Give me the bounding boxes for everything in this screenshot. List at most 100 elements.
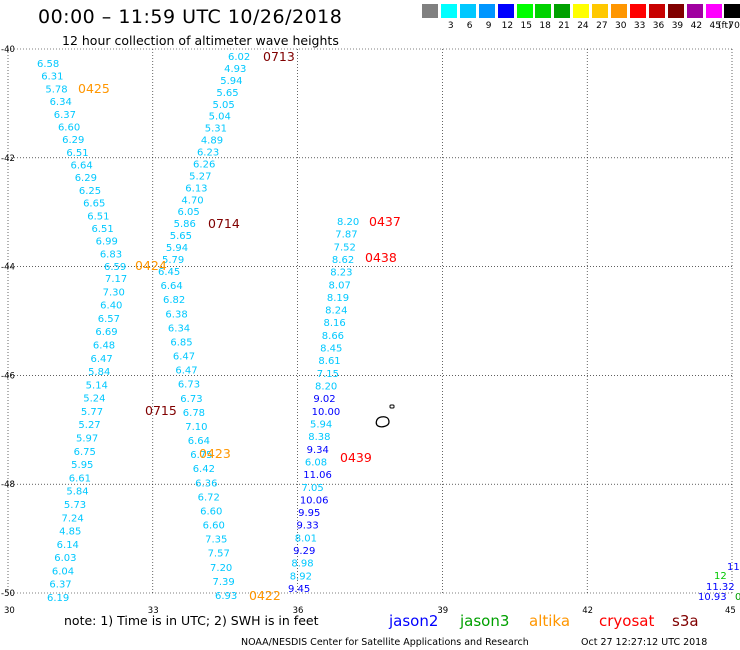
footer-timestamp: Oct 27 12:27:12 UTC 2018	[581, 637, 707, 648]
swh-value: 8.92	[290, 571, 312, 582]
swh-value: 6.37	[49, 580, 71, 591]
pass-time-labels: 0713 0425 0714 0437 0438 0424 0715 0423 0439 0422	[78, 49, 401, 603]
latitude-label: -46	[1, 371, 15, 381]
pass-time-label: 0714	[208, 216, 240, 231]
swh-value: 6.31	[41, 72, 63, 83]
swh-value: 10.06	[300, 495, 329, 506]
swh-value: 6.73	[180, 394, 202, 405]
legend-value: 6	[466, 21, 473, 31]
legend-value: 39	[671, 21, 684, 31]
swh-value: 6.47	[175, 366, 197, 377]
pass-time-label: 0422	[249, 588, 281, 603]
altimeter-tracks: 6.586.315.786.346.376.606.296.516.646.29…	[37, 52, 740, 604]
map-subtitle: 12 hour collection of altimeter wave hei…	[62, 33, 339, 48]
swh-value: 7.39	[213, 577, 235, 588]
swh-value: 6.38	[165, 309, 187, 320]
longitude-label: 33	[148, 606, 159, 616]
swh-value: 7.57	[208, 549, 230, 560]
swh-value: 7.20	[210, 563, 232, 574]
swh-value: 6.51	[87, 211, 109, 222]
footer-note: note: 1) Time is in UTC; 2) SWH is in fe…	[64, 613, 319, 628]
swh-value: 5.84	[66, 487, 88, 498]
legend-swatch	[440, 4, 457, 18]
legend-value: 30	[615, 21, 627, 31]
swh-value: 7.10	[185, 422, 207, 433]
swh-value-edge: 11.32	[706, 582, 735, 593]
swh-value: 6.42	[193, 464, 215, 475]
satellite-legend-cryosat: cryosat	[599, 612, 654, 630]
swh-value: 10.00	[312, 407, 341, 418]
swh-value: 6.03	[54, 553, 76, 564]
swh-value: 7.15	[317, 369, 339, 380]
swh-value: 9.95	[298, 508, 320, 519]
legend-value: 3	[447, 21, 454, 31]
swh-value: 6.64	[71, 161, 93, 172]
swh-value: 8.66	[322, 331, 344, 342]
swh-value: 6.60	[58, 122, 80, 133]
swh-value: 5.73	[64, 500, 86, 511]
footer: note: 1) Time is in UTC; 2) SWH is in fe…	[64, 612, 707, 648]
swh-value: 5.95	[71, 460, 93, 471]
legend-swatch	[724, 4, 740, 18]
swh-value: 9.33	[296, 521, 318, 532]
island-outline	[375, 416, 390, 428]
swh-value: 5.94	[220, 76, 242, 87]
satellite-legend-jason2: jason2	[388, 612, 438, 630]
satellite-legend-s3a: s3a	[672, 612, 699, 630]
swh-value: 5.05	[212, 100, 234, 111]
pass-time-label: 0439	[340, 450, 372, 465]
swh-value: 5.94	[310, 419, 332, 430]
swh-value-edge: 12	[714, 571, 727, 582]
swh-value: 5.27	[78, 420, 100, 431]
swh-value: 8.98	[291, 559, 313, 570]
legend-swatch	[516, 4, 533, 18]
swh-value: 6.69	[95, 327, 117, 338]
longitude-label: 39	[437, 606, 448, 616]
legend-value: 33	[633, 21, 646, 31]
swh-value: 5.27	[189, 171, 211, 182]
legend-swatch	[686, 4, 703, 18]
longitude-label: 30	[4, 606, 15, 616]
swh-value: 6.83	[100, 249, 122, 260]
swh-value-edge: 10.93	[698, 592, 727, 603]
swh-value: 6.37	[54, 110, 76, 121]
legend-swatch	[629, 4, 646, 18]
swh-value: 5.31	[205, 124, 227, 135]
legend-value: 36	[652, 21, 665, 31]
latitude-label: -48	[1, 480, 15, 490]
swh-value: 5.24	[83, 394, 105, 405]
swh-value: 8.62	[332, 255, 354, 266]
swh-value: 8.61	[318, 356, 340, 367]
swh-value: 7.17	[105, 274, 127, 285]
swh-value: 7.87	[335, 230, 357, 241]
legend-swatch	[497, 4, 514, 18]
swh-value: 7.30	[103, 287, 125, 298]
swh-value: 6.34	[168, 323, 190, 334]
swh-value: 5.79	[162, 255, 184, 266]
swh-value: 4.70	[181, 195, 203, 206]
swh-value: 5.84	[88, 367, 110, 378]
swh-value: 7.35	[205, 535, 227, 546]
legend-swatch	[573, 4, 590, 18]
swh-value: 5.04	[209, 112, 231, 123]
pass-time-label: 0424	[135, 258, 167, 273]
legend-swatch	[648, 4, 665, 18]
swh-value: 7.05	[302, 483, 324, 494]
swh-value: 5.86	[174, 219, 196, 230]
map-title: 00:00 – 11:59 UTC 10/26/2018	[38, 6, 343, 28]
swh-value: 6.73	[178, 380, 200, 391]
swh-value: 6.57	[98, 314, 120, 325]
swh-value: 8.16	[323, 318, 345, 329]
swh-value: 6.47	[173, 352, 195, 363]
latitude-label: -44	[1, 263, 15, 273]
swh-value: 6.47	[91, 354, 113, 365]
legend-swatch	[611, 4, 627, 18]
lat-lon-grid	[7, 48, 733, 594]
swh-value: 6.05	[178, 207, 200, 218]
latitude-label: -42	[1, 154, 15, 164]
swh-value: 6.59	[104, 262, 126, 273]
swh-value: 7.24	[62, 513, 84, 524]
swh-value: 8.45	[320, 344, 342, 355]
legend-swatch	[478, 4, 495, 18]
swh-value: 6.13	[185, 183, 207, 194]
